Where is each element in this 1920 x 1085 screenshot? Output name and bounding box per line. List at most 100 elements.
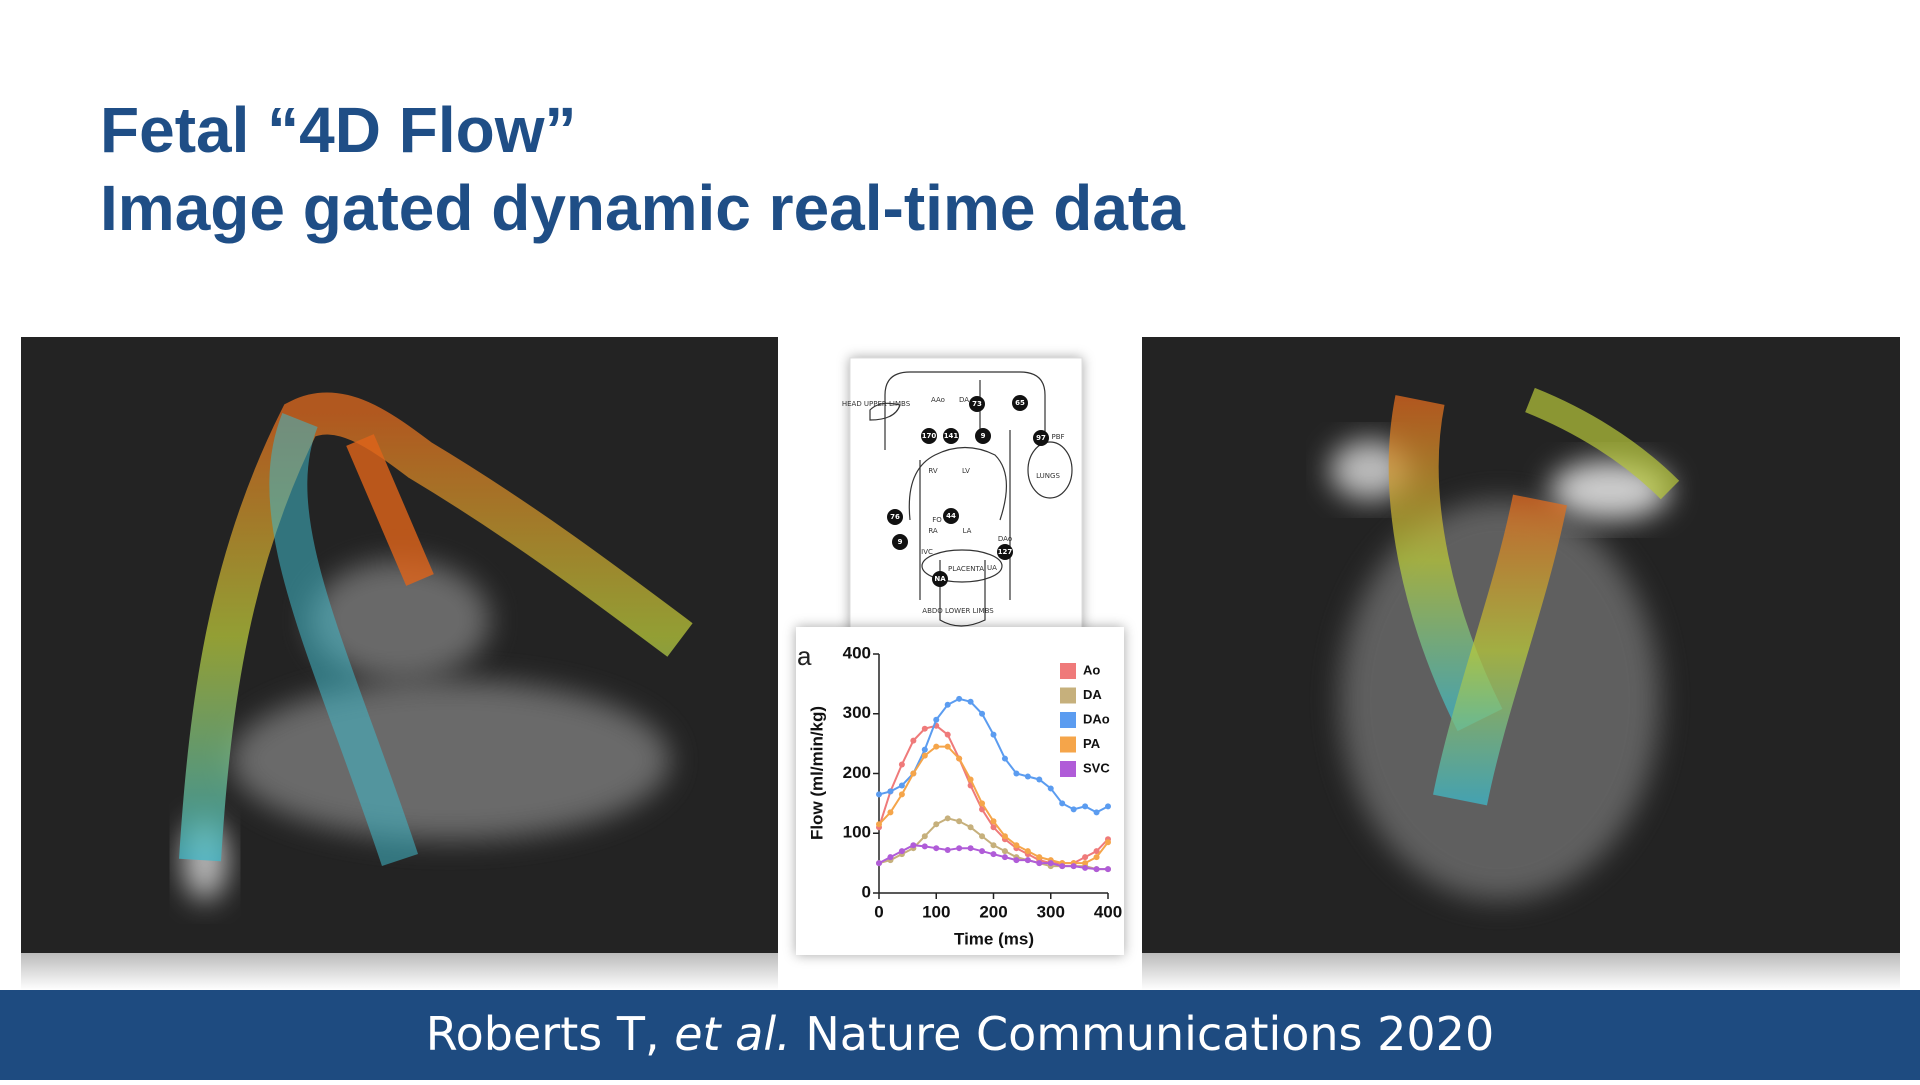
data-point: [921, 746, 928, 753]
data-point: [1013, 770, 1020, 777]
data-point: [887, 788, 894, 795]
data-point: [1082, 860, 1089, 867]
data-point: [967, 776, 974, 783]
diagram-label: LA: [963, 527, 972, 535]
x-tick-label: 0: [874, 902, 883, 921]
data-point: [898, 782, 905, 789]
y-axis-label: Flow (ml/min/kg): [807, 706, 826, 840]
data-point: [1036, 860, 1043, 867]
x-tick-label: 100: [922, 902, 950, 921]
diagram-label: RA: [928, 527, 938, 535]
data-point: [944, 731, 951, 738]
data-point: [1024, 848, 1031, 855]
diagram-node-label: 141: [944, 432, 959, 440]
diagram-node: [932, 571, 948, 587]
diagram-label: UA: [987, 564, 997, 572]
circulation-diagram: HEAD UPPER LIMBS AAo DA LUNGS PBF RV LV …: [842, 357, 1083, 638]
diagram-node: [1012, 395, 1028, 411]
title-line: Fetal “4D Flow”: [100, 94, 577, 166]
diagram-node: [975, 428, 991, 444]
diagram-node-label: 9: [981, 432, 986, 440]
data-point: [933, 716, 940, 723]
data-point: [910, 842, 917, 849]
data-point: [1059, 800, 1066, 807]
data-point: [990, 842, 997, 849]
diagram-node: [943, 428, 959, 444]
legend-label: Ao: [1083, 662, 1100, 677]
diagram-label: RV: [928, 467, 937, 475]
data-point: [933, 743, 940, 750]
data-point: [1105, 803, 1111, 810]
data-point: [898, 791, 905, 798]
y-tick-label: 300: [843, 703, 871, 722]
diagram-node-label: NA: [934, 575, 946, 583]
legend-label: DAo: [1083, 711, 1110, 726]
data-point: [967, 824, 974, 831]
diagram-node-label: 76: [890, 513, 900, 521]
data-point: [979, 710, 986, 717]
data-point: [1070, 863, 1077, 870]
diagram-label: FO: [932, 516, 942, 524]
data-point: [967, 845, 974, 852]
data-point: [933, 845, 940, 852]
y-tick-label: 200: [843, 763, 871, 782]
flow-image-right: [1142, 337, 1900, 990]
data-point: [921, 843, 928, 850]
data-point: [1093, 809, 1100, 816]
diagram-node-label: 9: [898, 538, 903, 546]
diagram-label: LUNGS: [1036, 472, 1060, 480]
citation-journal: Nature Communications 2020: [805, 1007, 1494, 1061]
data-point: [1024, 773, 1031, 780]
diagram-node: [943, 508, 959, 524]
title-line: Image gated dynamic real-time data: [100, 172, 1185, 244]
data-point: [898, 761, 905, 768]
data-point: [979, 806, 986, 813]
data-point: [1013, 842, 1020, 849]
data-point: [944, 815, 951, 822]
data-point: [990, 731, 997, 738]
data-point: [1001, 833, 1008, 840]
panel-label: a: [797, 641, 812, 671]
legend-label: SVC: [1083, 760, 1110, 775]
data-point: [1047, 785, 1054, 792]
data-point: [956, 845, 963, 852]
data-point: [1093, 848, 1100, 855]
data-point: [944, 701, 951, 708]
diagram-node-label: 73: [972, 400, 982, 408]
diagram-label: AAo: [931, 396, 945, 404]
diagram-node: [921, 428, 937, 444]
data-point: [1036, 776, 1043, 783]
y-tick-label: 400: [843, 643, 871, 662]
data-point: [887, 854, 894, 861]
data-point: [921, 752, 928, 759]
diagram-node-label: 65: [1015, 399, 1025, 407]
data-point: [1036, 854, 1043, 861]
diagram-label: DA: [959, 396, 969, 404]
diagram-node-label: 97: [1036, 434, 1046, 442]
data-point: [876, 860, 882, 867]
x-tick-label: 200: [979, 902, 1007, 921]
diagram-node-label: 170: [922, 432, 937, 440]
data-point: [979, 848, 986, 855]
data-point: [990, 824, 997, 831]
diagram-node: [997, 544, 1013, 560]
data-point: [979, 800, 986, 807]
diagram-label: DAo: [998, 535, 1012, 543]
data-point: [956, 818, 963, 825]
flow-image-left: [21, 337, 778, 990]
data-point: [956, 755, 963, 762]
legend-label: DA: [1083, 687, 1102, 702]
citation-etal: et al.: [674, 1007, 791, 1061]
data-point: [887, 809, 894, 816]
citation-authors: Roberts T,: [426, 1007, 660, 1061]
data-point: [944, 743, 951, 750]
data-point: [967, 698, 974, 705]
x-tick-label: 400: [1094, 902, 1122, 921]
diagram-node-label: 44: [946, 512, 956, 520]
data-point: [1093, 854, 1100, 861]
data-point: [876, 791, 882, 798]
x-tick-label: 300: [1037, 902, 1065, 921]
data-point: [1001, 755, 1008, 762]
data-point: [956, 695, 963, 702]
